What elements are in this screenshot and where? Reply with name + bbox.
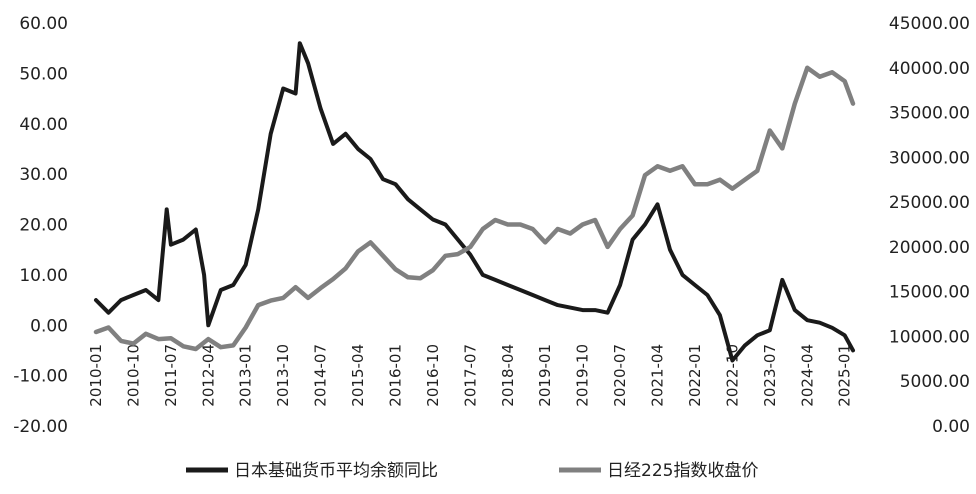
x-tick-label: 2022-10	[723, 344, 741, 407]
series-lines	[93, 41, 856, 363]
legend-label-base-money: 日本基础货币平均余额同比	[234, 461, 438, 481]
y-left-tick-label: 30.00	[19, 165, 68, 185]
x-tick-label: 2022-01	[686, 344, 704, 407]
y-right-tick-label: 30000.00	[889, 148, 970, 168]
series-line-base-money	[94, 41, 855, 363]
series-line-nikkei	[93, 65, 856, 352]
y-left-tick-label: -20.00	[13, 417, 68, 437]
x-tick-label: 2024-04	[798, 344, 816, 407]
x-tick-label: 2012-04	[199, 344, 217, 407]
y-right-tick-label: 5000.00	[900, 372, 970, 392]
y-right-tick-labels: 0.00 5000.00 10000.00 15000.00 20000.00 25000…	[889, 14, 970, 437]
x-tick-label: 2016-10	[424, 344, 442, 407]
x-tick-label: 2017-07	[461, 344, 479, 407]
y-left-tick-label: 60.00	[19, 14, 68, 34]
legend-label-nikkei: 日经225指数收盘价	[607, 461, 758, 481]
x-tick-label: 2023-07	[761, 344, 779, 407]
x-tick-label: 2020-07	[611, 344, 629, 407]
x-tick-label: 2010-01	[87, 344, 105, 407]
x-tick-label: 2013-01	[237, 344, 255, 407]
legend: 日本基础货币平均余额同比 日经225指数收盘价	[186, 461, 758, 481]
y-right-tick-label: 10000.00	[889, 327, 970, 347]
x-tick-label: 2019-10	[574, 344, 592, 407]
y-left-tick-label: -10.00	[13, 367, 68, 387]
x-tick-label: 2018-04	[499, 344, 517, 407]
y-left-tick-label: 10.00	[19, 266, 68, 286]
y-left-tick-label: 40.00	[19, 115, 68, 135]
x-tick-label: 2025-01	[836, 344, 854, 407]
y-left-tick-labels: -20.00 -10.00 0.00 10.00 20.00 30.00 40.00 50.0…	[13, 14, 68, 437]
y-right-tick-label: 20000.00	[889, 238, 970, 258]
y-right-tick-label: 35000.00	[889, 104, 970, 124]
x-tick-label: 2013-10	[274, 344, 292, 407]
x-tick-label: 2010-10	[124, 344, 142, 407]
y-right-tick-label: 45000.00	[889, 14, 970, 34]
y-left-tick-label: 20.00	[19, 216, 68, 236]
y-right-tick-label: 40000.00	[889, 59, 970, 79]
y-right-tick-label: 15000.00	[889, 283, 970, 303]
x-tick-label: 2014-07	[312, 344, 330, 407]
y-left-tick-label: 50.00	[19, 64, 68, 84]
x-tick-label: 2021-04	[649, 344, 667, 407]
x-tick-label: 2016-01	[386, 344, 404, 407]
x-tick-label: 2015-04	[349, 344, 367, 407]
y-right-tick-label: 0.00	[932, 417, 970, 437]
x-tick-label: 2019-01	[536, 344, 554, 407]
y-right-tick-label: 25000.00	[889, 193, 970, 213]
x-tick-label: 2011-07	[162, 344, 180, 407]
y-left-tick-label: 0.00	[30, 316, 68, 336]
x-tick-labels: 2010-01 2010-10 2011-07 2012-04 2013-01 2013-…	[87, 344, 854, 407]
